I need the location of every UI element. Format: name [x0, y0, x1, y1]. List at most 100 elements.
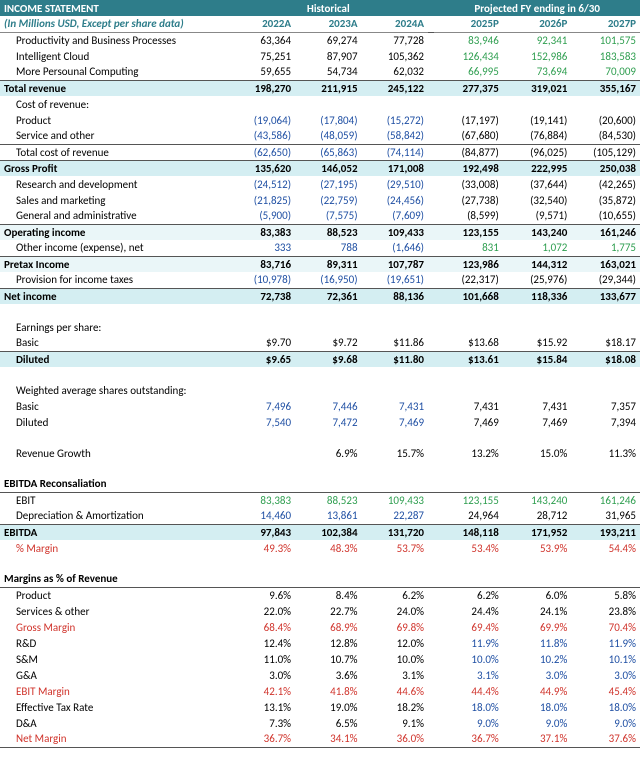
- table-row: [0, 556, 640, 571]
- proj-cell: 161,246: [571, 224, 640, 240]
- proj-cell: 277,375: [434, 80, 503, 96]
- hist-cell: 41.8%: [295, 683, 361, 699]
- hist-cell: $11.80: [362, 351, 428, 367]
- hist-cell: 18.2%: [362, 699, 428, 715]
- proj-cell: 24.1%: [503, 603, 572, 619]
- row-label: Pretax Income: [0, 256, 229, 272]
- row-label: More Persounal Computing: [0, 64, 229, 80]
- proj-cell: $13.61: [434, 351, 503, 367]
- hist-cell: $9.72: [295, 335, 361, 351]
- proj-cell: [503, 319, 572, 335]
- proj-cell: (42,265): [571, 176, 640, 192]
- proj-cell: 24.4%: [434, 603, 503, 619]
- proj-cell: 193,211: [571, 524, 640, 540]
- proj-cell: 9.0%: [571, 715, 640, 731]
- hist-cell: 49.3%: [229, 540, 295, 556]
- hist-cell: 15.7%: [362, 445, 428, 461]
- row-label: EBIT: [0, 492, 229, 508]
- hist-cell: (16,950): [295, 272, 361, 288]
- hist-cell: (15,272): [362, 112, 428, 128]
- proj-cell: 11.9%: [571, 635, 640, 651]
- hist-cell: (24,456): [362, 192, 428, 208]
- hist-cell: $9.68: [295, 351, 361, 367]
- row-label: % Margin: [0, 540, 229, 556]
- proj-cell: 6.0%: [503, 587, 572, 603]
- row-label: S&M: [0, 651, 229, 667]
- row-label: Operating income: [0, 224, 229, 240]
- proj-cell: 1,072: [503, 240, 572, 256]
- hist-cell: [229, 319, 295, 335]
- proj-cell: 7,431: [503, 398, 572, 414]
- hist-cell: 7,472: [295, 414, 361, 430]
- proj-cell: 123,155: [434, 224, 503, 240]
- hist-cell: [362, 476, 428, 492]
- row-label: Product: [0, 112, 229, 128]
- proj-cell: 143,240: [503, 492, 572, 508]
- hist-cell: 62,032: [362, 64, 428, 80]
- hist-cell: (1,646): [362, 240, 428, 256]
- year-col: 2023A: [295, 16, 361, 32]
- table-row: Earnings per share:: [0, 319, 640, 335]
- projected-header: Projected FY ending in 6/30: [434, 0, 640, 16]
- proj-cell: 24,964: [434, 508, 503, 524]
- proj-cell: 36.7%: [434, 731, 503, 747]
- hist-cell: 13.1%: [229, 699, 295, 715]
- hist-cell: 97,843: [229, 524, 295, 540]
- proj-cell: 148,118: [434, 524, 503, 540]
- table-row: Sales and marketing(21,825)(22,759)(24,4…: [0, 192, 640, 208]
- proj-cell: [434, 571, 503, 587]
- table-row: Product9.6%8.4%6.2%6.2%6.0%5.8%: [0, 587, 640, 603]
- proj-cell: (76,884): [503, 128, 572, 144]
- year-col: 2025P: [434, 16, 503, 32]
- proj-cell: 37.6%: [571, 731, 640, 747]
- row-label: Total revenue: [0, 80, 229, 96]
- hist-cell: 36.0%: [362, 731, 428, 747]
- hist-cell: 87,907: [295, 48, 361, 64]
- hist-cell: 34.1%: [295, 731, 361, 747]
- hist-cell: 109,433: [362, 492, 428, 508]
- proj-cell: 161,246: [571, 492, 640, 508]
- hist-cell: 22,287: [362, 508, 428, 524]
- hist-cell: (74,114): [362, 144, 428, 160]
- hist-cell: [362, 571, 428, 587]
- income-statement-table: INCOME STATEMENT Historical Projected FY…: [0, 0, 640, 748]
- table-row: EBITDA Reconsaliation: [0, 476, 640, 492]
- hist-cell: 3.0%: [229, 667, 295, 683]
- row-label: EBITDA: [0, 524, 229, 540]
- proj-cell: 10.2%: [503, 651, 572, 667]
- hist-cell: [295, 476, 361, 492]
- table-row: [0, 367, 640, 382]
- row-label: Basic: [0, 335, 229, 351]
- hist-cell: 88,523: [295, 492, 361, 508]
- hist-cell: 19.0%: [295, 699, 361, 715]
- proj-cell: 144,312: [503, 256, 572, 272]
- proj-cell: [571, 96, 640, 112]
- hist-cell: 75,251: [229, 48, 295, 64]
- hist-cell: 69,274: [295, 32, 361, 48]
- hist-cell: (65,863): [295, 144, 361, 160]
- row-label: Diluted: [0, 414, 229, 430]
- hist-cell: (62,650): [229, 144, 295, 160]
- row-label: EBITDA Reconsaliation: [0, 476, 229, 492]
- proj-cell: 7,469: [434, 414, 503, 430]
- hist-cell: [229, 382, 295, 398]
- proj-cell: 45.4%: [571, 683, 640, 699]
- header-row-2: (In Millions USD, Except per share data)…: [0, 16, 640, 32]
- proj-cell: [434, 96, 503, 112]
- hist-cell: 77,728: [362, 32, 428, 48]
- row-label: Research and development: [0, 176, 229, 192]
- hist-cell: 198,270: [229, 80, 295, 96]
- table-row: Total cost of revenue(62,650)(65,863)(74…: [0, 144, 640, 160]
- proj-cell: 1,775: [571, 240, 640, 256]
- hist-cell: [229, 476, 295, 492]
- hist-cell: 6.5%: [295, 715, 361, 731]
- table-row: D&A7.3%6.5%9.1%9.0%9.0%9.0%: [0, 715, 640, 731]
- hist-cell: 102,384: [295, 524, 361, 540]
- row-label: EBIT Margin: [0, 683, 229, 699]
- row-label: Revenue Growth: [0, 445, 229, 461]
- proj-cell: 11.3%: [571, 445, 640, 461]
- proj-cell: 3.0%: [503, 667, 572, 683]
- hist-cell: $11.86: [362, 335, 428, 351]
- year-col: 2026P: [503, 16, 572, 32]
- hist-cell: (43,586): [229, 128, 295, 144]
